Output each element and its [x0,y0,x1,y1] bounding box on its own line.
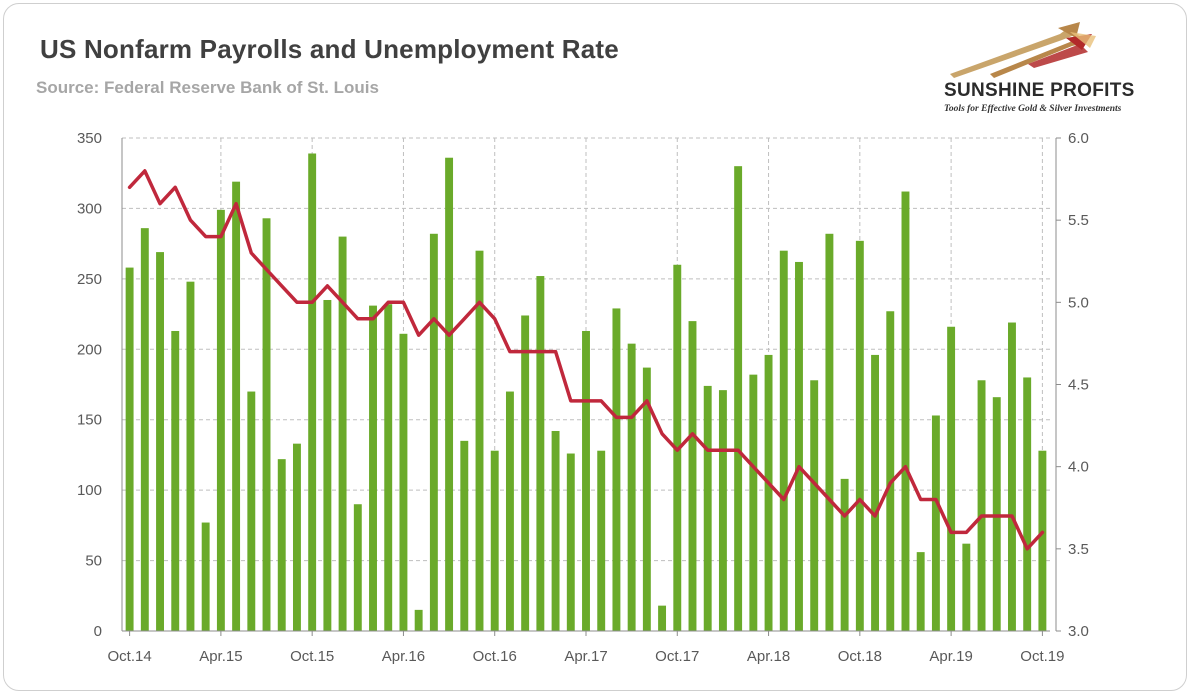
payroll-bar [475,250,484,631]
payroll-bar [399,333,408,631]
payroll-bar [156,252,164,631]
payroll-bar [795,261,803,631]
payroll-bar [308,153,317,631]
payroll-bar [414,609,423,631]
payroll-bar [353,504,362,631]
x-tick-label: Oct.14 [108,648,152,665]
payroll-bar [825,233,834,632]
y-left-tick-label: 200 [77,341,102,358]
payroll-bar [536,276,545,631]
y-right-tick-label: 4.5 [1068,377,1089,394]
payroll-bar [277,459,286,631]
y-right-tick-label: 3.5 [1068,541,1089,558]
payroll-bar [292,443,301,631]
x-tick-label: Apr.16 [382,648,425,665]
payroll-bar [445,157,454,631]
x-tick-label: Apr.19 [929,648,972,665]
y-left-tick-label: 0 [94,623,102,640]
x-tick-label: Oct.19 [1020,648,1064,665]
payroll-bar [171,330,180,631]
payroll-bar [460,440,469,631]
y-left-tick-label: 50 [85,553,102,570]
payroll-bar [749,374,758,631]
payroll-bar [1023,377,1032,631]
payroll-bar [734,166,743,631]
payroll-bar [810,380,819,631]
payroll-bar [688,321,697,631]
payroll-bar [992,397,1001,631]
payroll-bar [369,305,377,631]
x-tick-label: Oct.18 [838,648,882,665]
payroll-bar [490,450,499,631]
logo-arrow-icon [950,22,1096,78]
chart-subtitle: Source: Federal Reserve Bank of St. Loui… [36,78,379,97]
x-tick-label: Apr.18 [747,648,790,665]
payroll-bar [871,354,880,631]
payroll-bar [186,281,195,631]
sunshine-profits-logo: SUNSHINE PROFITS Tools for Effective Gol… [930,22,1175,122]
x-tick-label: Apr.17 [564,648,607,665]
y-right-tick-label: 5.0 [1068,294,1089,311]
y-left-tick-label: 150 [77,412,102,429]
payroll-bar [612,308,621,631]
payroll-bar [764,354,773,631]
y-left-tick-label: 350 [77,130,102,147]
payroll-bar [658,605,667,631]
payroll-bar [855,240,864,631]
payroll-bar [931,415,940,631]
payroll-bar [566,453,575,631]
chart-title: US Nonfarm Payrolls and Unemployment Rat… [40,34,619,64]
payroll-bar [140,228,149,632]
payroll-bar [718,390,727,631]
y-right-tick-label: 5.5 [1068,212,1089,229]
payroll-bar [703,385,712,631]
payroll-bar [216,209,225,631]
payroll-bar [962,543,971,631]
y-right-tick-label: 6.0 [1068,130,1089,147]
payroll-bar [642,367,651,631]
payroll-bar [947,326,956,631]
y-left-tick-label: 100 [77,482,102,499]
payroll-bar [1008,322,1016,631]
payroll-bar [916,552,925,631]
chart-frame [3,3,1187,691]
unemployment-line [127,169,1045,551]
x-tick-label: Oct.16 [473,648,517,665]
payroll-bar [901,191,910,632]
payroll-bar [429,233,438,632]
x-tick-label: Oct.17 [655,648,699,665]
payroll-bar [977,380,986,631]
y-right-tick-label: 4.0 [1068,459,1089,476]
payroll-bar [232,181,241,631]
payroll-bar [886,311,895,631]
y-left-tick-label: 250 [77,271,102,288]
payroll-bar [551,430,560,631]
payroll-bar [201,522,210,631]
x-tick-label: Oct.15 [290,648,334,665]
payroll-bar [597,450,606,631]
y-right-tick-label: 3.0 [1068,623,1089,640]
payroll-bar [338,236,347,631]
payroll-bar [262,218,271,631]
payroll-bar [323,299,332,631]
payroll-bar [384,304,393,631]
logo-name: SUNSHINE PROFITS [944,80,1135,101]
payroll-bar [125,267,134,631]
payroll-bar [582,330,590,631]
logo-tagline: Tools for Effective Gold & Silver Invest… [944,104,1122,114]
payroll-bar [840,478,849,631]
y-left-tick-label: 300 [77,200,102,217]
payroll-bar [505,391,514,631]
payroll-bar [521,315,530,631]
payroll-bar [1038,450,1047,631]
payroll-bar [627,343,636,631]
payroll-bar [247,391,256,631]
x-tick-label: Apr.15 [199,648,242,665]
payroll-bar [779,250,788,631]
